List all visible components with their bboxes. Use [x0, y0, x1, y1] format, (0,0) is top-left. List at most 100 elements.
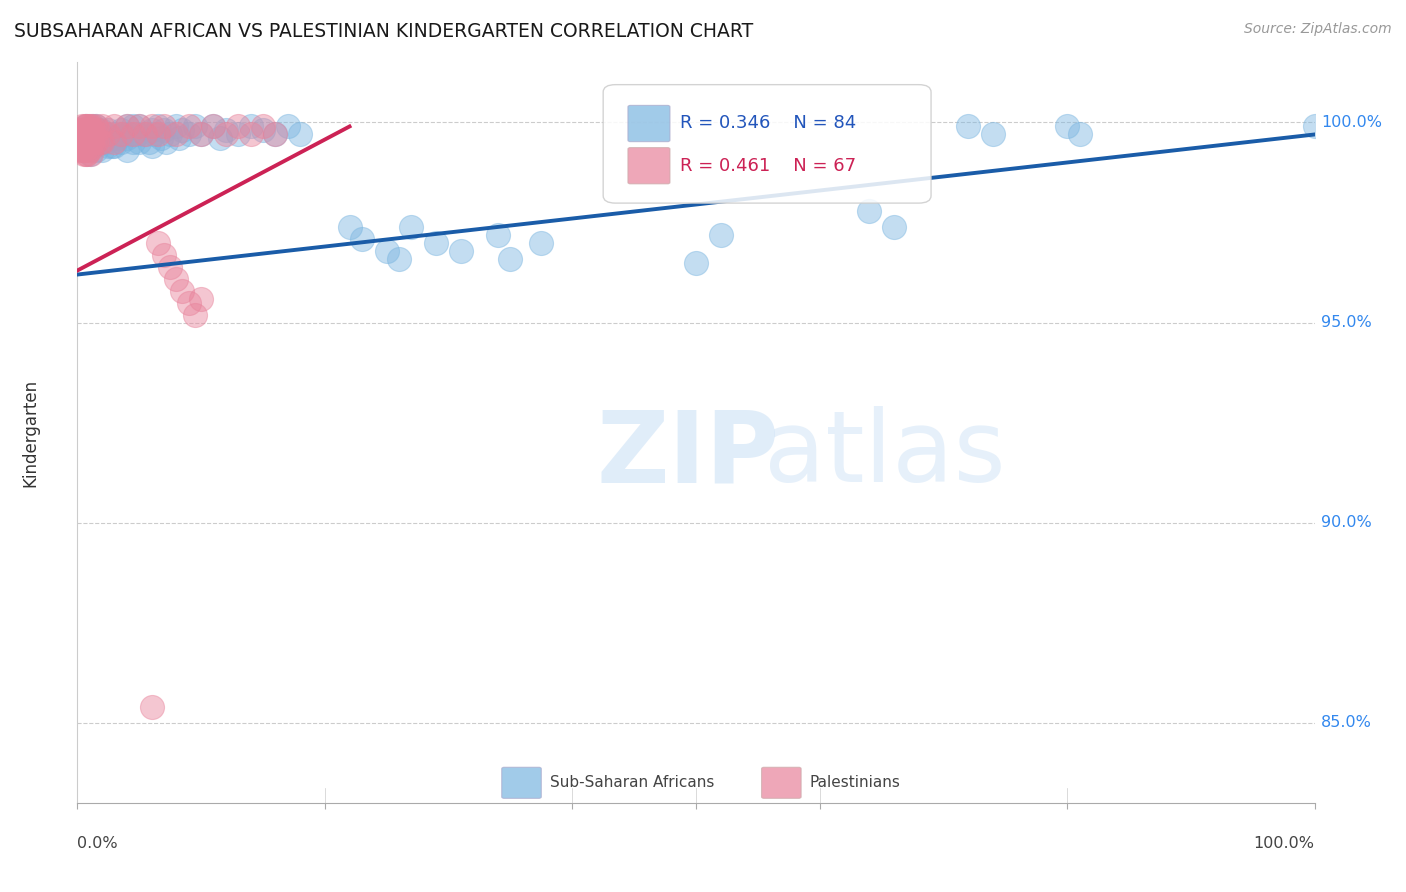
Point	[499, 252, 522, 266]
Point	[110, 136, 132, 150]
Point	[103, 139, 125, 153]
Point	[75, 120, 97, 134]
Point	[73, 131, 96, 145]
Point	[981, 128, 1004, 142]
Point	[141, 123, 163, 137]
Point	[76, 136, 98, 150]
Point	[530, 235, 553, 250]
Point	[153, 247, 176, 261]
Point	[107, 131, 129, 145]
Point	[122, 120, 145, 134]
Point	[172, 123, 194, 137]
Point	[128, 120, 150, 134]
Point	[177, 120, 200, 134]
Point	[80, 136, 103, 150]
Point	[122, 128, 145, 142]
Point	[165, 128, 187, 142]
Point	[97, 128, 120, 142]
Point	[97, 123, 120, 137]
Point	[190, 128, 212, 142]
Point	[87, 128, 110, 142]
Point	[100, 131, 122, 145]
Point	[103, 128, 125, 142]
Text: Source: ZipAtlas.com: Source: ZipAtlas.com	[1244, 22, 1392, 37]
Point	[177, 128, 200, 142]
Point	[90, 123, 112, 137]
Point	[957, 120, 980, 134]
Point	[91, 131, 114, 145]
Point	[84, 136, 107, 150]
Point	[146, 120, 169, 134]
Point	[450, 244, 472, 258]
FancyBboxPatch shape	[502, 767, 541, 798]
Point	[79, 147, 101, 161]
Point	[79, 120, 101, 134]
Point	[84, 131, 107, 145]
Text: 100.0%: 100.0%	[1254, 836, 1315, 851]
Text: ZIP: ZIP	[598, 407, 780, 503]
Point	[91, 120, 114, 134]
Point	[339, 219, 361, 234]
Point	[82, 139, 104, 153]
Point	[75, 147, 97, 161]
Point	[153, 123, 176, 137]
Point	[72, 120, 94, 134]
Point	[159, 260, 181, 274]
Point	[101, 139, 124, 153]
Point	[153, 120, 176, 134]
Point	[1069, 128, 1091, 142]
Point	[82, 120, 104, 134]
Point	[146, 128, 169, 142]
Point	[277, 120, 299, 134]
Point	[155, 136, 177, 150]
Point	[97, 139, 120, 153]
Point	[118, 128, 141, 142]
Point	[91, 136, 114, 150]
Text: 85.0%: 85.0%	[1320, 715, 1372, 731]
Point	[202, 120, 225, 134]
Point	[141, 699, 163, 714]
Point	[134, 128, 156, 142]
Point	[82, 120, 104, 134]
Point	[82, 139, 104, 153]
Point	[103, 136, 125, 150]
Text: Kindergarten: Kindergarten	[21, 378, 39, 487]
Point	[134, 128, 156, 142]
Point	[70, 131, 93, 145]
Point	[79, 136, 101, 150]
Point	[80, 147, 103, 161]
Point	[350, 231, 373, 245]
Text: R = 0.346    N = 84: R = 0.346 N = 84	[681, 114, 856, 132]
Point	[141, 139, 163, 153]
Point	[177, 295, 200, 310]
Point	[190, 128, 212, 142]
Point	[425, 235, 447, 250]
Point	[115, 144, 138, 158]
Point	[79, 144, 101, 158]
Point	[75, 136, 97, 150]
Point	[264, 128, 287, 142]
FancyBboxPatch shape	[762, 767, 801, 798]
Point	[103, 120, 125, 134]
Point	[883, 219, 905, 234]
Text: Sub-Saharan Africans: Sub-Saharan Africans	[550, 775, 714, 790]
Point	[252, 120, 274, 134]
Point	[110, 123, 132, 137]
Point	[82, 128, 104, 142]
Point	[72, 128, 94, 142]
Text: 90.0%: 90.0%	[1320, 516, 1371, 530]
Point	[146, 235, 169, 250]
Point	[115, 120, 138, 134]
Point	[128, 120, 150, 134]
Point	[72, 144, 94, 158]
Point	[710, 227, 733, 242]
Point	[239, 120, 262, 134]
Point	[76, 147, 98, 161]
Point	[172, 284, 194, 298]
Point	[125, 128, 148, 142]
Point	[72, 144, 94, 158]
Point	[115, 120, 138, 134]
Text: 100.0%: 100.0%	[1320, 115, 1382, 130]
Text: SUBSAHARAN AFRICAN VS PALESTINIAN KINDERGARTEN CORRELATION CHART: SUBSAHARAN AFRICAN VS PALESTINIAN KINDER…	[14, 22, 754, 41]
Point	[82, 136, 104, 150]
